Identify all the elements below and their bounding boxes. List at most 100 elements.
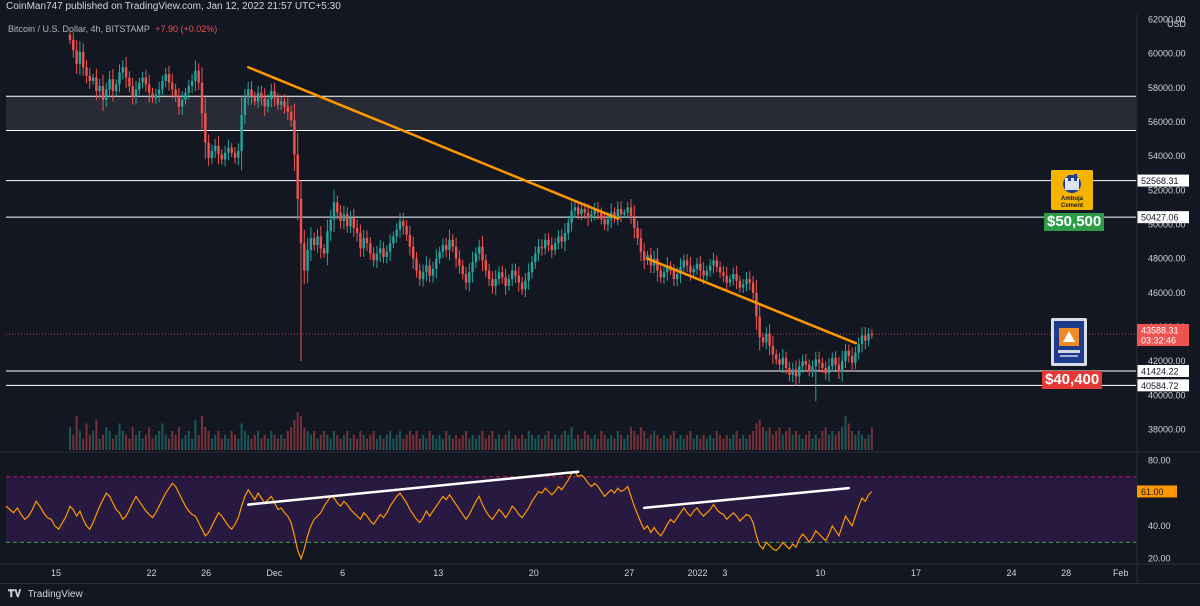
volume-bar xyxy=(672,431,675,450)
candle xyxy=(138,77,141,95)
volume-bar xyxy=(748,434,751,450)
volume-bar xyxy=(438,434,441,450)
footer-brand[interactable]: TradingView xyxy=(27,589,83,600)
volume-bar xyxy=(804,434,807,450)
volume-bar xyxy=(745,438,748,450)
volume-bar xyxy=(405,434,408,450)
volume-bar xyxy=(392,438,395,450)
volume-bar xyxy=(639,427,642,450)
rsi-divergence-line xyxy=(246,470,580,506)
candle xyxy=(537,238,540,262)
volume-bar xyxy=(791,434,794,450)
volume-bar xyxy=(85,423,88,450)
candle xyxy=(148,74,151,103)
volume-bar xyxy=(606,438,609,450)
volume-bar xyxy=(418,438,421,450)
candle xyxy=(309,227,313,261)
volume-bar xyxy=(762,427,764,450)
volume-bar xyxy=(577,434,580,450)
target-price-red: $40,400 xyxy=(1042,371,1103,389)
horizontal-levels[interactable]: 52568.31 50427.06 41424.22 40584.72 xyxy=(6,95,1189,392)
volume-bar xyxy=(547,431,550,450)
symbol-name: Bitcoin / U.S. Dollar, 4h, BITSTAMP xyxy=(8,24,150,34)
candle xyxy=(194,60,197,92)
volume-bar xyxy=(620,434,623,450)
volume-bar xyxy=(540,438,543,450)
candle xyxy=(864,327,867,350)
volume-bar xyxy=(844,415,847,450)
candle xyxy=(798,359,801,384)
candle xyxy=(306,237,309,284)
candle xyxy=(659,264,662,284)
candle xyxy=(742,279,745,293)
price-tick-label: 56000.00 xyxy=(1148,117,1186,127)
symbol-legend[interactable]: Bitcoin / U.S. Dollar, 4h, BITSTAMP +7.9… xyxy=(8,24,217,34)
volume-bar xyxy=(161,423,164,450)
volume-bar xyxy=(870,427,873,450)
volume-bar xyxy=(636,434,639,450)
volume-bar xyxy=(507,431,510,450)
candle xyxy=(299,180,303,362)
price-tick-label: 46000.00 xyxy=(1148,288,1186,298)
volume-bar xyxy=(709,434,712,450)
candle xyxy=(557,230,560,250)
candle xyxy=(124,57,128,88)
volume-bar xyxy=(115,434,118,450)
volume-bar xyxy=(210,438,213,450)
volume-bar xyxy=(732,434,735,450)
candle xyxy=(280,96,283,110)
volume-bar xyxy=(821,431,824,450)
volume-bar xyxy=(788,427,791,450)
candle xyxy=(715,255,718,273)
candle xyxy=(382,242,385,264)
current-price-label: 43588.31 xyxy=(1141,326,1179,336)
candle xyxy=(586,204,590,227)
candle xyxy=(101,74,105,112)
volume-bar xyxy=(488,434,491,450)
candle xyxy=(788,361,791,382)
volume-bar xyxy=(168,438,170,450)
volume-bar xyxy=(422,434,425,450)
candle xyxy=(811,360,814,378)
time-tick-label: 27 xyxy=(624,568,634,578)
volume-bar xyxy=(389,431,392,450)
candle xyxy=(461,259,464,280)
volume-bar xyxy=(121,431,124,450)
rsi-tick-label: 20.00 xyxy=(1148,554,1171,564)
candle xyxy=(289,105,293,127)
candle xyxy=(821,357,824,374)
volume-bar xyxy=(296,412,299,450)
level-label-bg xyxy=(1137,379,1189,392)
candle xyxy=(656,247,659,282)
candle xyxy=(808,359,811,377)
price-axis[interactable]: 38000.0040000.0042000.0044000.0046000.00… xyxy=(1136,14,1189,583)
volume-bar xyxy=(560,434,563,450)
volume-bar xyxy=(230,431,233,450)
candle xyxy=(573,200,577,218)
volume-bar xyxy=(240,423,243,450)
volume-bar xyxy=(610,434,613,450)
chart-canvas[interactable]: 52568.31 50427.06 41424.22 40584.72 38000.0… xyxy=(0,0,1200,583)
time-axis[interactable]: 15 22 26 Dec 6 13 20 27 2022 3 10 17 24 28 Feb xyxy=(0,563,1200,578)
candle xyxy=(144,69,148,93)
candle xyxy=(197,63,200,91)
volume-bar xyxy=(649,434,652,450)
candle xyxy=(791,362,794,382)
volume-bar xyxy=(356,438,359,450)
trendlines[interactable] xyxy=(246,66,858,345)
candle xyxy=(441,238,445,259)
volume-bar xyxy=(567,434,570,450)
volume-bar xyxy=(306,431,309,450)
time-tick-label: 17 xyxy=(911,568,921,578)
volume-bar xyxy=(564,431,566,450)
volume-bar xyxy=(758,419,761,450)
volume-bar xyxy=(349,438,352,450)
candle xyxy=(375,245,379,269)
candle xyxy=(438,246,441,264)
candle xyxy=(643,242,646,270)
candle xyxy=(233,146,237,164)
volume-bar xyxy=(214,434,217,450)
candle xyxy=(725,266,728,292)
ultratech-cement-logo xyxy=(1051,318,1087,366)
tradingview-logo-icon[interactable]: 𝐓𝐕 xyxy=(8,589,22,600)
